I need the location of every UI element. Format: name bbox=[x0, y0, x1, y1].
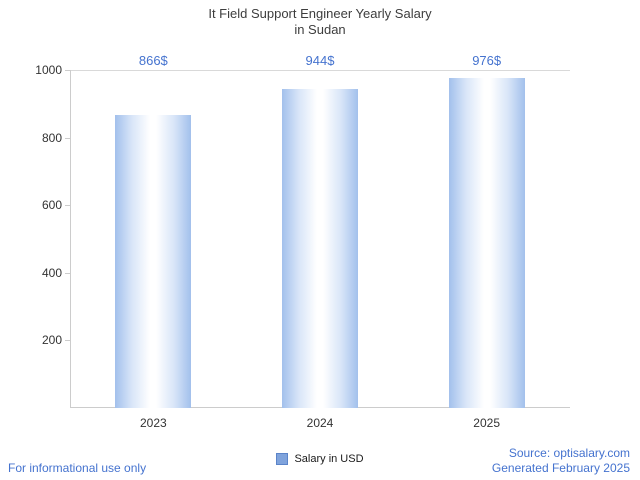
x-tick-label: 2023 bbox=[139, 416, 167, 430]
bar-2025 bbox=[448, 78, 525, 408]
bar-value-label: 976$ bbox=[472, 53, 502, 68]
y-tick-label: 600 bbox=[41, 198, 62, 213]
y-tick-label: 400 bbox=[41, 265, 62, 280]
chart-title-line2: in Sudan bbox=[294, 22, 346, 37]
plot-area: 200 400 600 800 1000 866$ 2023 944$ 2024 976$ 2025 bbox=[35, 53, 570, 430]
legend-label: Salary in USD bbox=[294, 453, 364, 465]
x-tick-label: 2024 bbox=[306, 416, 334, 430]
y-tick-mark bbox=[65, 70, 70, 71]
gridline-1000 bbox=[70, 70, 570, 71]
bar-value-label: 866$ bbox=[138, 53, 168, 68]
y-tick-label: 200 bbox=[41, 333, 62, 348]
chart-title: It Field Support Engineer Yearly Salary … bbox=[0, 6, 640, 38]
x-tick-label: 2025 bbox=[473, 416, 500, 430]
y-tick-mark bbox=[65, 205, 70, 207]
y-tick-mark bbox=[65, 137, 70, 139]
legend: Salary in USD bbox=[0, 451, 640, 467]
chart-title-line1: It Field Support Engineer Yearly Salary bbox=[208, 6, 432, 21]
y-axis-line bbox=[70, 70, 71, 408]
y-tick-label: 800 bbox=[41, 130, 62, 145]
y-tick-label: 1000 bbox=[35, 63, 62, 77]
bar-value-label: 944$ bbox=[305, 53, 335, 68]
generated-date: Generated February 2025 bbox=[491, 461, 630, 475]
bar-2024 bbox=[282, 88, 358, 408]
bar-2023 bbox=[115, 115, 192, 408]
disclaimer-text: For informational use only bbox=[8, 461, 147, 475]
y-tick-mark bbox=[65, 272, 70, 274]
y-tick-mark bbox=[65, 340, 70, 342]
legend-swatch-icon bbox=[276, 453, 289, 465]
source-link[interactable]: Source: optisalary.com bbox=[508, 446, 630, 460]
footer-source-block: Source: optisalary.com Generated Februar… bbox=[492, 446, 630, 476]
